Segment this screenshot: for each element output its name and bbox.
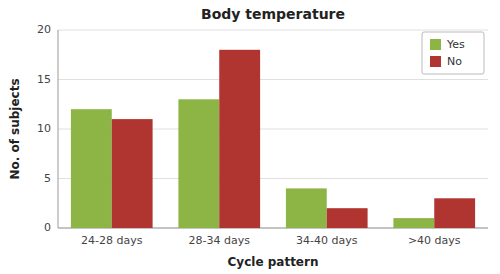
bar: [178, 99, 219, 228]
y-tick-label: 20: [37, 23, 51, 36]
legend-swatch: [430, 39, 441, 50]
legend-label: No: [447, 55, 462, 68]
chart-container: 0 5 10 15 20 24-28 days 28-34 days 34-40 days >4…: [0, 0, 500, 274]
legend-label: Yes: [446, 38, 465, 51]
chart: 0 5 10 15 20 24-28 days 28-34 days 34-40 days >4…: [0, 0, 500, 274]
x-tick-label: 24-28 days: [81, 234, 143, 247]
x-tick-label: 34-40 days: [296, 234, 358, 247]
y-tick-label: 15: [37, 73, 51, 86]
legend-swatch: [430, 56, 441, 67]
grid-line: [58, 30, 488, 31]
legend-box: [422, 32, 484, 74]
legend: Yes No: [422, 32, 484, 74]
bar: [434, 198, 475, 228]
x-axis-label: Cycle pattern: [228, 255, 319, 269]
bar: [112, 119, 153, 228]
y-tick-label: 0: [44, 221, 51, 234]
bars: [71, 50, 475, 228]
y-axis-line: [58, 30, 59, 228]
y-axis-label: No. of subjects: [8, 78, 22, 179]
bar: [71, 109, 112, 228]
bar: [327, 208, 368, 228]
y-tick-label: 5: [44, 172, 51, 185]
bar: [286, 188, 327, 228]
bar: [393, 218, 434, 228]
x-tick-label: >40 days: [408, 234, 461, 247]
y-tick-label: 10: [37, 122, 51, 135]
y-grid: [58, 30, 488, 228]
title: Body temperature: [201, 6, 345, 22]
x-tick-label: 28-34 days: [189, 234, 251, 247]
grid-line: [58, 79, 488, 80]
bar: [219, 50, 260, 228]
